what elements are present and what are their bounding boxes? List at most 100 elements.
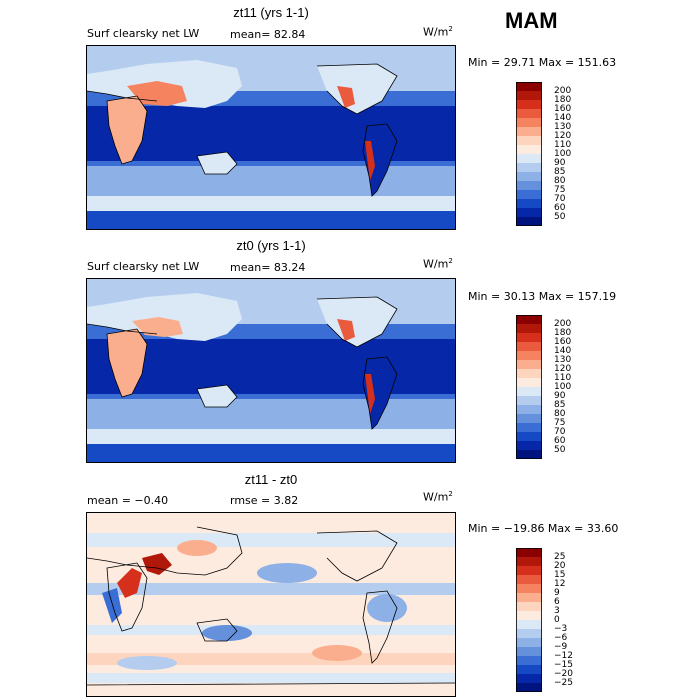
map2-eurasia <box>87 293 242 341</box>
colorbar-tick-label: 130 <box>554 354 572 365</box>
panel-3-minmax: Min = −19.86 Max = 33.60 <box>468 522 619 535</box>
colorbar-tick-label: 75 <box>554 184 566 195</box>
colorbar-swatch <box>516 414 542 424</box>
colorbar-tick-label: 90 <box>554 157 566 168</box>
map3-band-a <box>87 533 455 547</box>
colorbar-swatch <box>516 602 542 612</box>
map2-australia <box>197 385 237 407</box>
panel-1-minmax: Min = 29.71 Max = 151.63 <box>468 56 617 69</box>
colorbar-tick-label: 200 <box>554 318 572 329</box>
colorbar-swatch <box>516 172 542 182</box>
colorbar-tick-label: 160 <box>554 103 572 114</box>
panel-1-title: zt11 (yrs 1-1) <box>233 5 309 20</box>
colorbar-tick-label: 70 <box>554 426 566 437</box>
colorbar-swatch <box>516 324 542 334</box>
colorbar-border <box>516 82 542 226</box>
colorbar-swatch <box>516 674 542 684</box>
map3-band-c <box>87 625 455 635</box>
colorbar-swatch <box>516 423 542 433</box>
panel-2-minmax: Min = 30.13 Max = 157.19 <box>468 290 617 303</box>
colorbar-swatch <box>516 638 542 648</box>
colorbar-tick-label: 180 <box>554 327 572 338</box>
colorbar-tick-label: 160 <box>554 336 572 347</box>
map2-antarctic <box>87 444 455 462</box>
map3-blob-red-1 <box>312 645 362 661</box>
colorbar-swatch <box>516 181 542 191</box>
map1-africa <box>107 96 147 164</box>
colorbar-swatch <box>516 441 542 451</box>
panel-2-mean: mean= 83.24 <box>230 261 306 274</box>
season-label: MAM <box>505 8 558 33</box>
colorbar-border <box>516 315 542 459</box>
map2-asia-hot <box>132 317 183 337</box>
colorbar-tick-label: 85 <box>554 166 566 177</box>
colorbar-tick-label: 60 <box>554 435 566 446</box>
colorbar-tick-label: 12 <box>554 578 566 589</box>
map2-mexico-hot <box>337 319 355 341</box>
colorbar-swatch <box>516 629 542 639</box>
map1-south-band <box>87 196 455 211</box>
colorbar-swatch <box>516 333 542 343</box>
colorbar-tick-label: 85 <box>554 399 566 410</box>
map1-antarctic <box>87 211 455 229</box>
map3-arabia-hot <box>117 568 142 598</box>
map3-band-d <box>87 653 455 665</box>
colorbar-tick-label: 15 <box>554 569 566 580</box>
colorbar-tick-label: 50 <box>554 444 566 455</box>
panel-1-units: W/m2 <box>423 25 453 39</box>
colorbar-swatch <box>516 378 542 388</box>
colorbar-swatch <box>516 360 542 370</box>
colorbar-swatch <box>516 342 542 352</box>
colorbar-swatch <box>516 199 542 209</box>
panel-2-map <box>86 278 456 463</box>
map2-south-mid <box>87 399 455 429</box>
colorbar-swatch <box>516 109 542 119</box>
panel-3-units: W/m2 <box>423 490 453 504</box>
colorbar-swatch <box>516 683 542 692</box>
panel-3-map <box>86 512 456 697</box>
colorbar-tick-label: 50 <box>554 211 566 222</box>
colorbar-tick-label: 0 <box>554 614 560 625</box>
map1-samerica <box>363 124 397 196</box>
colorbar-tick-label: 140 <box>554 112 572 123</box>
colorbar-tick-label: −9 <box>554 641 568 652</box>
colorbar-swatch <box>516 208 542 218</box>
colorbar-tick-label: 110 <box>554 372 572 383</box>
colorbar-tick-label: 180 <box>554 94 572 105</box>
panel-3-title: zt11 - zt0 <box>244 472 298 487</box>
map3-band-b <box>87 583 455 595</box>
colorbar-swatch <box>516 566 542 576</box>
colorbar-swatch <box>516 593 542 603</box>
colorbar-swatch <box>516 100 542 110</box>
colorbar-swatch <box>516 369 542 379</box>
map1-coast-lines <box>87 63 398 197</box>
colorbar-swatch <box>516 217 542 226</box>
colorbar-tick-label: 130 <box>554 121 572 132</box>
map2-south-band <box>87 429 455 444</box>
colorbar-swatch <box>516 127 542 137</box>
panel-2-units: W/m2 <box>423 257 453 271</box>
colorbar-swatch <box>516 611 542 621</box>
map3-africa-blue <box>102 588 122 623</box>
map3-blob-blue-3 <box>202 625 252 641</box>
colorbar-swatch <box>516 387 542 397</box>
colorbar-swatch <box>516 163 542 173</box>
panel-1-map <box>86 45 456 230</box>
colorbar-tick-label: 6 <box>554 596 560 607</box>
map2-andes <box>365 374 375 414</box>
panel-2-colorbar: 200 180 160 140 130 120 110 100 90 85 80 75 70 60 50 <box>516 315 571 459</box>
panel-3-mean: mean = −0.40 <box>87 494 169 507</box>
panel-2-field-label: Surf clearsky net LW <box>87 260 200 273</box>
colorbar-tick-label: 80 <box>554 175 566 186</box>
colorbar-swatch <box>516 118 542 128</box>
colorbar-tick-label: 80 <box>554 408 566 419</box>
panel-1-colorbar-svg <box>516 82 542 226</box>
colorbar-tick-label: 90 <box>554 390 566 401</box>
panel-1-colorbar: 200 180 160 140 130 120 110 100 90 85 80 75 70 60 50 <box>516 82 571 226</box>
panel-1-map-svg <box>87 46 455 229</box>
colorbar-swatch <box>516 432 542 442</box>
colorbar-tick-label: −15 <box>554 659 573 670</box>
colorbar-tick-label: 60 <box>554 202 566 213</box>
map3-blob-blue-4 <box>117 656 177 670</box>
colorbar-tick-label: −3 <box>554 623 568 634</box>
